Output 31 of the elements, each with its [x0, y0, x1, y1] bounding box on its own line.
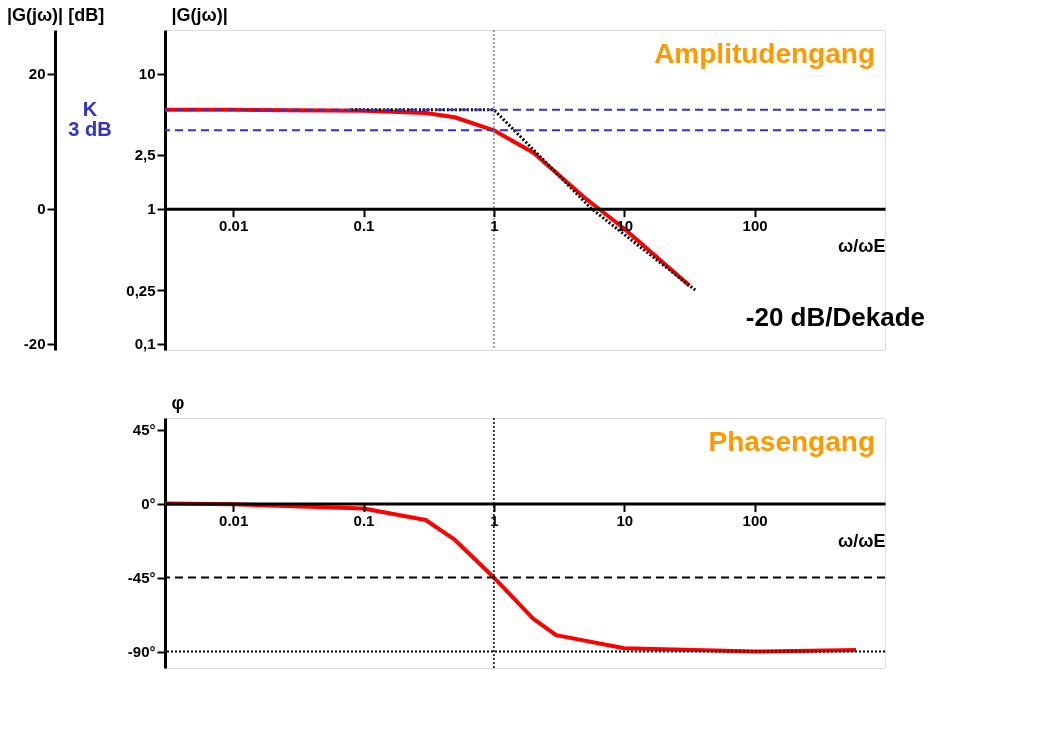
y-tick-label: 0,25	[126, 281, 156, 299]
y-tick-label: 0°	[141, 495, 156, 513]
x-tick-label: 0.01	[219, 217, 249, 235]
x-tick-label: 0.1	[353, 217, 375, 235]
x-tick-label: 10	[616, 512, 634, 530]
y-tick-label: 2,5	[134, 146, 156, 164]
y-tick-label: 0,1	[134, 335, 156, 353]
ref-line-label: K	[82, 97, 98, 120]
x-axis-title: ω/ωE	[838, 236, 886, 257]
y-tick-label: 45°	[132, 421, 156, 439]
y2-tick-label: 20	[28, 65, 46, 83]
y-tick-label: 10	[138, 65, 156, 83]
annotation: -20 dB/Dekade	[745, 302, 925, 332]
annotation: Amplitudengang	[654, 38, 875, 69]
x-tick-label: 0.1	[353, 512, 375, 530]
y-axis-title: φ	[171, 392, 185, 413]
y-tick-label: -90°	[127, 643, 156, 661]
x-tick-label: 0.01	[219, 512, 249, 530]
ref-line-label: 3 dB	[68, 118, 112, 141]
y-tick-label: -45°	[127, 569, 156, 587]
x-tick-label: 1	[490, 217, 499, 235]
y2-axis-title: |G(jω)| [dB]	[6, 4, 105, 25]
y-tick-label: 1	[147, 200, 156, 218]
annotation: Phasengang	[708, 426, 875, 457]
y-axis-title: |G(jω)|	[171, 4, 228, 25]
y2-tick-label: 0	[37, 200, 46, 218]
x-tick-label: 100	[742, 512, 768, 530]
y2-tick-label: -20	[23, 335, 46, 353]
x-axis-title: ω/ωE	[838, 531, 886, 552]
x-tick-label: 100	[742, 217, 768, 235]
x-tick-label: 1	[490, 512, 499, 530]
